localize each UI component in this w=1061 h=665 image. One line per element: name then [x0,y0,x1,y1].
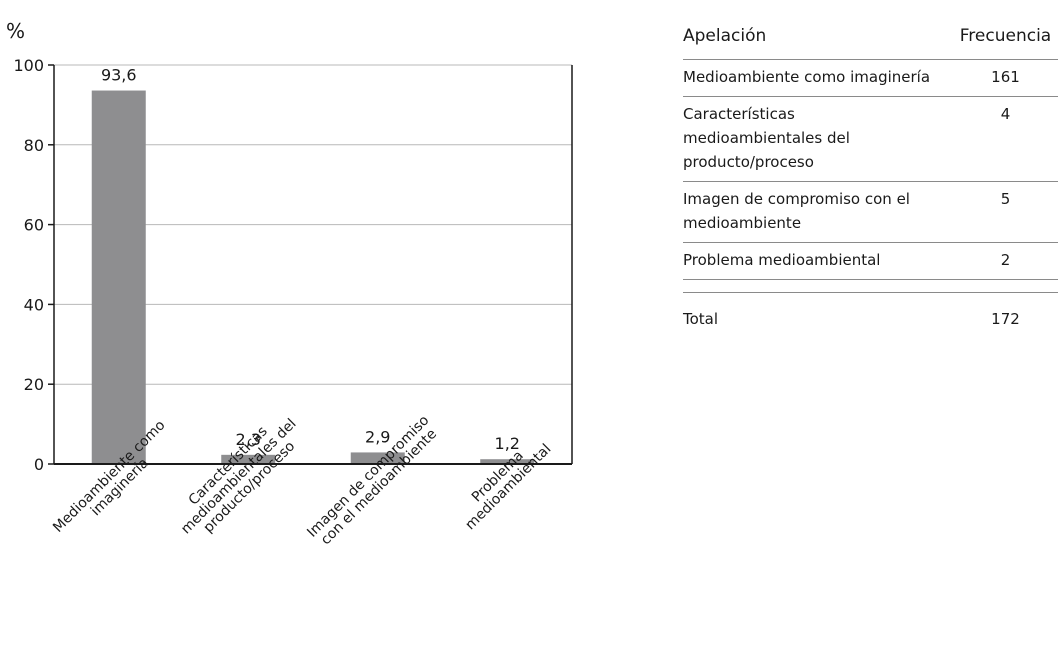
y-axis-unit-label: % [6,19,25,43]
table-row: Imagen de compromiso con el medioambient… [683,181,1058,243]
row-label: Medioambiente como imaginería [683,59,945,97]
bars [91,90,535,464]
bar [221,454,276,464]
total-label: Total [683,310,719,328]
table-spacer [683,279,1058,293]
row-label: Imagen de compromiso con el medioambient… [683,181,945,243]
axes [48,64,573,465]
header-frecuencia: Frecuencia [945,24,1058,60]
bar [480,459,535,464]
row-label: Características medioambientales del pro… [683,96,945,182]
row-value: 4 [945,96,1058,182]
bar-value-label: 2,9 [365,427,390,446]
table-row: Medioambiente como imaginería 161 [683,59,1058,97]
total-value: 172 [991,310,1020,328]
row-label: Problema medioambiental [683,242,945,280]
bar-value-label: 93,6 [101,66,137,85]
y-tick-label: 40 [24,295,44,314]
bar-value-label: 2,3 [236,430,261,449]
table-header-row: Apelación Frecuencia [683,24,1058,60]
table-row: Características medioambientales del pro… [683,96,1058,182]
table-total-row: Total 172 [683,293,1058,339]
bar [91,90,146,464]
y-tick-label: 100 [13,56,44,75]
y-tick-label: 60 [24,216,44,235]
header-apelacion: Apelación [683,24,945,60]
table-row: Problema medioambiental 2 [683,242,1058,280]
y-tick-label: 0 [34,455,44,474]
bar-value-label: 1,2 [495,434,520,453]
category-label: Característicasmedioambientales delprodu… [167,405,310,548]
bar [350,452,405,464]
y-tick-label: 80 [24,136,44,155]
frequency-table: Apelación Frecuencia Medioambiente como … [683,24,1058,338]
row-value: 161 [945,59,1058,97]
row-value: 2 [945,242,1058,280]
y-tick-label: 20 [24,375,44,394]
row-value: 5 [945,181,1058,243]
